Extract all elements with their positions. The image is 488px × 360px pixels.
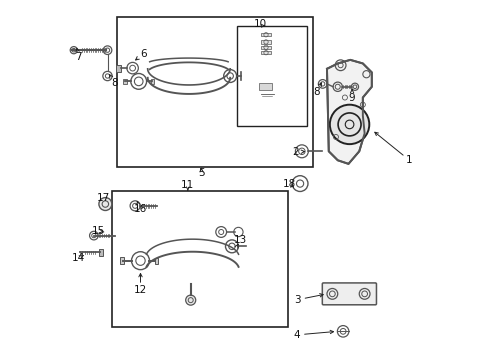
Bar [120,257,124,264]
Text: 8: 8 [111,78,118,88]
Circle shape [99,198,112,211]
Bar [116,64,121,72]
Bar [237,26,306,126]
Bar [155,258,158,264]
Bar [99,249,102,256]
Text: 9: 9 [348,93,355,103]
Bar [260,33,271,36]
Bar [123,78,126,84]
Bar [117,17,312,167]
Text: 4: 4 [293,330,299,340]
Text: 16: 16 [134,204,147,215]
Bar [112,191,287,327]
Bar [260,46,271,49]
Text: 15: 15 [92,226,105,236]
Circle shape [329,105,368,144]
Bar [150,78,154,84]
Bar [258,83,272,90]
Text: 8: 8 [312,87,319,97]
Text: 14: 14 [72,253,85,263]
Text: 10: 10 [254,19,266,29]
Bar [260,51,271,54]
Text: 11: 11 [181,180,194,190]
Text: 12: 12 [134,285,147,296]
Text: 1: 1 [406,155,412,165]
Text: 13: 13 [233,235,246,245]
Polygon shape [326,60,371,164]
Text: 17: 17 [97,193,110,203]
Text: 3: 3 [293,295,300,305]
Circle shape [185,295,195,305]
Text: 6: 6 [140,49,146,59]
Bar [260,40,271,44]
Text: 7: 7 [75,52,82,62]
FancyBboxPatch shape [322,283,376,305]
Text: 18: 18 [282,179,295,189]
Text: 2: 2 [291,147,298,157]
Text: 5: 5 [198,168,204,178]
